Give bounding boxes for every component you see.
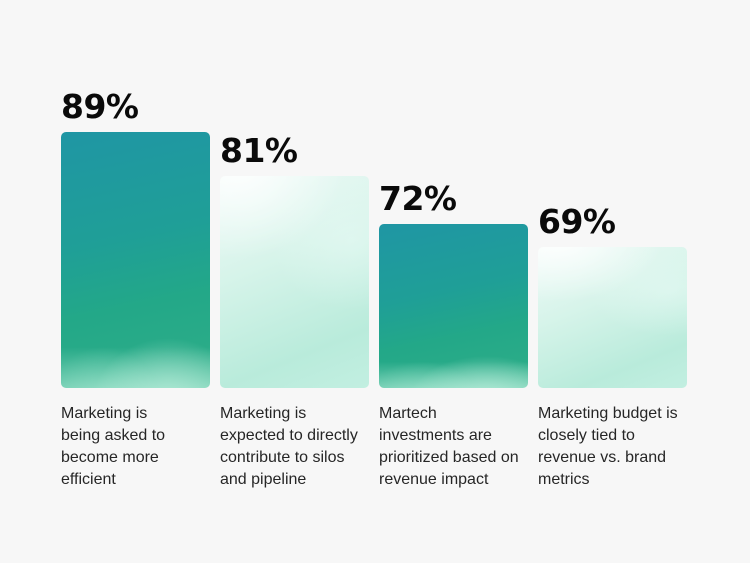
bar-caption: Marketing budget is closely tied to reve… [538,405,678,488]
bar-group: 72% [379,182,528,388]
bar-value-label: 69% [538,202,616,241]
bars-row: 89% 81% 72% 69% [61,0,687,388]
bar [220,176,369,388]
bar-value-label: 89% [61,87,139,126]
bar-caption: Marketing is expected to directly contri… [220,405,358,488]
bar-caption: Martech investments are prioritized base… [379,405,519,488]
bar-caption: Marketing is being asked to become more … [61,405,166,488]
bar-value-label: 81% [220,131,298,170]
bar-group: 89% [61,90,210,388]
bar [538,247,687,388]
bar [61,132,210,388]
bar-group: 69% [538,205,687,388]
bar-group: 81% [220,134,369,388]
bar-value-label: 72% [379,179,457,218]
captions-row: Marketing is being asked to become more … [61,403,687,491]
bar [379,224,528,388]
